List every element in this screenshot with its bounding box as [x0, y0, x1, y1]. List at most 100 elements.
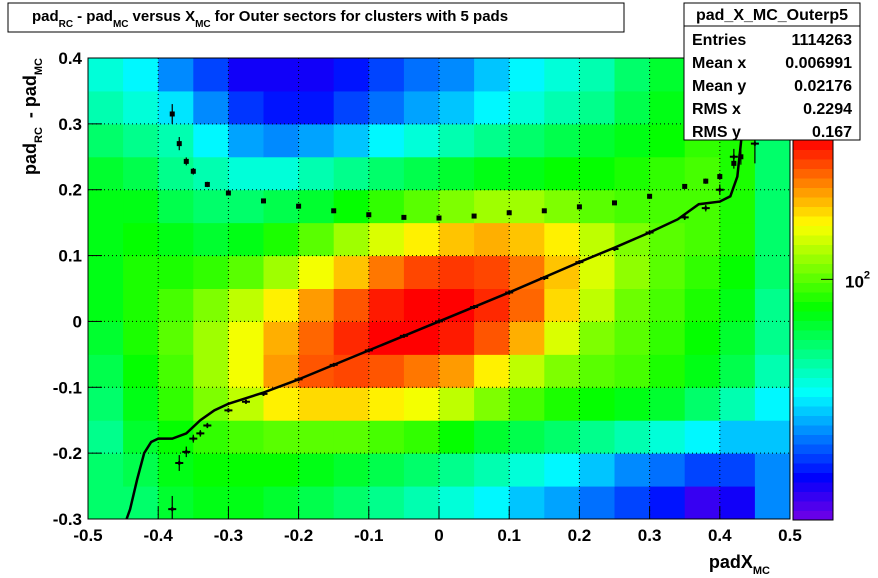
heatmap-cell — [263, 453, 300, 487]
subscript: MC — [195, 19, 211, 30]
heatmap-cell — [544, 354, 580, 388]
y-tick-label: 0.4 — [58, 49, 82, 68]
heatmap-cell — [719, 354, 756, 388]
heatmap-cell — [403, 387, 440, 421]
heatmap-cell — [614, 354, 651, 388]
text-part: padX — [709, 552, 753, 572]
heatmap-cell — [474, 486, 510, 519]
title-box — [7, 2, 625, 33]
heatmap-cell — [228, 354, 264, 388]
heatmap-cell — [228, 123, 264, 158]
heatmap-cell — [684, 453, 721, 487]
heatmap-cell — [158, 486, 194, 519]
heatmap-cell — [193, 222, 229, 257]
marker — [435, 319, 443, 324]
palette-band — [793, 311, 833, 321]
heatmap-cell — [719, 453, 756, 487]
x-tick-label: -0.3 — [214, 526, 243, 545]
subscript: MC — [753, 565, 770, 577]
palette-band — [793, 187, 833, 198]
heatmap-cell — [474, 420, 510, 454]
marker — [703, 178, 709, 184]
heatmap-cell — [333, 156, 370, 191]
heatmap-cell — [263, 156, 300, 191]
heatmap-cell — [439, 90, 475, 125]
marker — [436, 215, 442, 221]
heatmap-cell — [88, 90, 124, 125]
heatmap-cell — [403, 453, 440, 487]
marker — [204, 181, 210, 187]
marker — [241, 399, 250, 404]
heatmap-cell — [333, 321, 370, 355]
heatmap-cell — [123, 156, 159, 191]
heatmap-cell — [719, 321, 756, 355]
heatmap-cell — [544, 288, 580, 322]
heatmap-cell — [263, 123, 300, 158]
heatmap-cell — [298, 453, 335, 487]
heatmap — [88, 58, 790, 519]
heatmap-cell — [333, 90, 370, 125]
x-tick-label: 0.1 — [497, 526, 521, 545]
heatmap-cell — [544, 453, 580, 487]
palette-band — [793, 482, 833, 492]
marker — [168, 507, 177, 512]
marker — [176, 141, 182, 147]
heatmap-cell — [263, 321, 300, 355]
heatmap-cell — [684, 486, 721, 519]
heatmap-cell — [228, 453, 264, 487]
heatmap-cell — [228, 90, 264, 125]
heatmap-cell — [474, 58, 510, 92]
x-tick-label: 0 — [434, 526, 443, 545]
heatmap-cell — [614, 387, 651, 421]
heatmap-cell — [649, 123, 686, 158]
heatmap-cell — [649, 420, 686, 454]
heatmap-cell — [544, 123, 580, 158]
heatmap-cell — [263, 420, 300, 454]
marker — [701, 206, 710, 211]
heatmap-cell — [754, 387, 790, 421]
heatmap-cell — [544, 156, 580, 191]
heatmap-cell — [193, 58, 229, 92]
text-part: pad — [20, 143, 40, 175]
palette-band — [793, 425, 833, 435]
marker — [576, 204, 582, 210]
heatmap-cell — [333, 222, 370, 257]
subscript: RC — [59, 19, 73, 30]
heatmap-cell — [298, 486, 335, 519]
palette-band — [793, 472, 833, 483]
heatmap-cell — [544, 486, 580, 519]
palette-band — [793, 235, 833, 245]
palette-band — [793, 254, 833, 264]
heatmap-cell — [649, 354, 686, 388]
heatmap-cell — [509, 486, 545, 519]
heatmap-cell — [614, 189, 651, 224]
heatmap-cell — [193, 354, 229, 388]
x-axis-label: padXMC — [709, 552, 770, 577]
heatmap-cell — [368, 288, 405, 322]
palette-band — [793, 491, 833, 502]
heatmap-cell — [649, 222, 686, 257]
heatmap-cell — [509, 222, 545, 257]
heatmap-cell — [123, 189, 159, 224]
heatmap-cell — [263, 189, 300, 224]
heatmap-cell — [509, 420, 545, 454]
heatmap-cell — [368, 486, 405, 519]
heatmap-cell — [298, 123, 335, 158]
marker — [575, 260, 584, 265]
x-tick-label: -0.1 — [354, 526, 383, 545]
heatmap-cell — [403, 321, 440, 355]
marker — [225, 190, 231, 196]
stats-box: pad_X_MC_Outerp5 Entries 1114263 Mean x 0.00… — [683, 2, 861, 141]
heatmap-cell — [754, 420, 790, 454]
heatmap-cell — [544, 255, 580, 289]
x-tick-label: 0.2 — [568, 526, 592, 545]
heatmap-cell — [649, 288, 686, 322]
heatmap-cell — [754, 255, 790, 289]
marker — [296, 203, 302, 209]
heatmap-cell — [403, 123, 440, 158]
stats-label: RMS x — [692, 101, 741, 118]
heatmap-cell — [579, 321, 615, 355]
heatmap-cell — [193, 387, 229, 421]
heatmap-cell — [509, 156, 545, 191]
heatmap-cell — [88, 486, 124, 519]
